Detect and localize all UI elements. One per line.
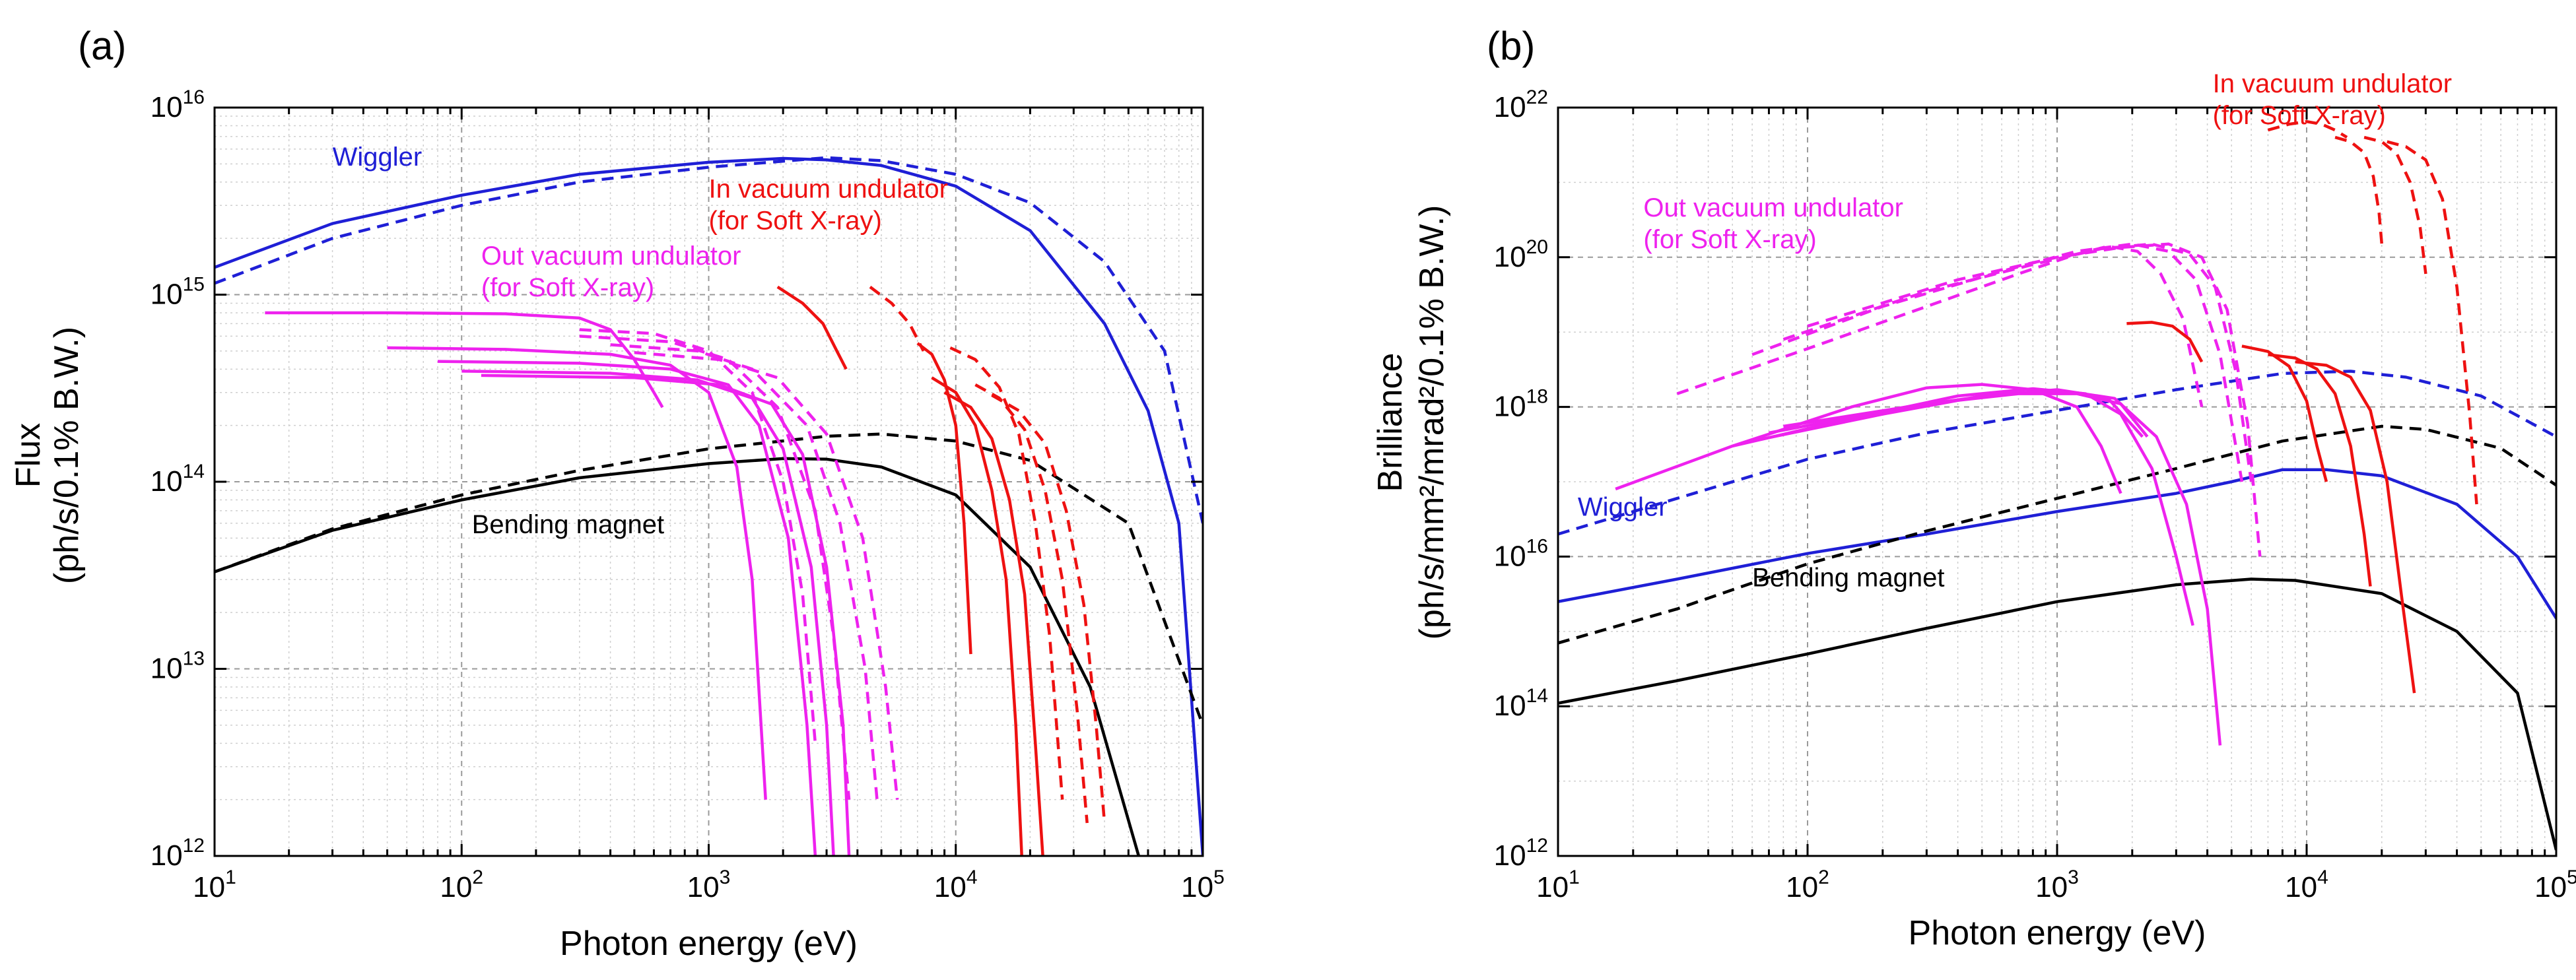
axis-ticks xyxy=(213,106,1204,857)
annotation-label: Out vacuum undulator xyxy=(1643,193,1903,222)
series-line-in-vacuum-solid-3 xyxy=(2268,353,2372,587)
annotation-label-line2: (for Soft X-ray) xyxy=(481,273,654,302)
major-grid xyxy=(215,108,1203,856)
series-line-out-vacuum-dashed-3 xyxy=(1782,242,2253,482)
y-tick-label: 1012 xyxy=(1494,835,1548,872)
series-line-out-vacuum-dashed-2 xyxy=(1751,242,2244,482)
series-line-out-vacuum-solid-5 xyxy=(1783,392,2149,438)
series-line-out-vacuum-dashed-1 xyxy=(1676,244,2204,408)
x-tick-label: 101 xyxy=(193,866,236,903)
panel-label: (a) xyxy=(78,24,126,68)
series-line-bending-magnet-dashed xyxy=(1558,424,2556,645)
series-line-in-vacuum-dashed-4 xyxy=(2387,140,2478,505)
series-line-in-vacuum-solid-1 xyxy=(776,285,848,370)
annotation-label: Out vacuum undulator xyxy=(481,242,741,271)
series-line-in-vacuum-solid-4 xyxy=(2295,360,2416,694)
annotation-label: Bending magnet xyxy=(472,510,664,539)
series-line-in-vacuum-dashed-2 xyxy=(949,346,1064,800)
series-line-in-vacuum-dashed-1 xyxy=(2267,119,2348,139)
x-tick-label: 102 xyxy=(440,866,483,903)
series-line-in-vacuum-solid-2 xyxy=(2241,344,2328,482)
x-tick-label: 105 xyxy=(1181,866,1225,903)
y-tick-label: 1014 xyxy=(1494,685,1548,722)
series-line-wiggler-solid xyxy=(215,156,1203,856)
y-tick-label: 1016 xyxy=(1494,535,1548,572)
y-tick-label: 1020 xyxy=(1494,236,1548,273)
series-line-out-vacuum-solid-1 xyxy=(265,311,664,408)
annotation-label-line2: (for Soft X-ray) xyxy=(1643,225,1816,254)
panel-label: (b) xyxy=(1487,24,1535,68)
series-group xyxy=(1558,119,2556,851)
y-tick-label: 1012 xyxy=(151,835,205,872)
x-tick-label: 103 xyxy=(2035,866,2079,903)
annotation-label-line2: (for Soft X-ray) xyxy=(709,207,882,236)
series-line-in-vacuum-solid-3 xyxy=(931,376,1023,856)
series-line-bending-magnet-solid xyxy=(1558,577,2556,851)
annotation-label-line2: (for Soft X-ray) xyxy=(2213,101,2386,130)
annotation-label: Wiggler xyxy=(1578,493,1668,522)
x-axis-label: Photon energy (eV) xyxy=(1909,914,2206,952)
series-line-out-vacuum-solid-4 xyxy=(461,370,835,856)
x-tick-label: 102 xyxy=(1786,866,1829,903)
series-line-in-vacuum-solid-4 xyxy=(943,391,1044,856)
chart-panel-b: (b) 101 102 103 104 105 1012 1014 1016 1018 1020 10… xyxy=(1371,24,2576,952)
series-line-in-vacuum-dashed-1 xyxy=(869,286,925,352)
series-line-bending-magnet-solid xyxy=(215,457,1140,856)
x-tick-label: 101 xyxy=(1536,866,1580,903)
x-tick-label: 105 xyxy=(2534,866,2576,903)
series-line-out-vacuum-solid-3 xyxy=(437,360,817,856)
series-group xyxy=(215,156,1203,856)
x-tick-label: 103 xyxy=(687,866,731,903)
series-line-in-vacuum-dashed-2 xyxy=(2334,135,2384,244)
series-line-wiggler-solid xyxy=(1558,468,2556,619)
x-axis-label: Photon energy (eV) xyxy=(560,925,858,963)
series-line-out-vacuum-dashed-4 xyxy=(634,351,899,800)
y-axis-label-line2: (ph/s/0.1% B.W.) xyxy=(48,327,86,584)
y-tick-label: 1018 xyxy=(1494,386,1548,423)
series-line-bending-magnet-dashed xyxy=(215,432,1203,726)
series-line-out-vacuum-dashed-4 xyxy=(1807,242,2262,557)
series-line-wiggler-dashed xyxy=(215,156,1203,524)
minor-grid xyxy=(1558,108,2556,856)
series-line-out-vacuum-dashed-1 xyxy=(579,328,817,744)
series-line-out-vacuum-dashed-3 xyxy=(610,343,879,800)
y-axis-label-line1: Flux xyxy=(9,423,48,488)
minor-grid xyxy=(215,108,1203,856)
series-line-out-vacuum-solid-3 xyxy=(1751,388,2222,746)
annotation-label: In vacuum undulator xyxy=(709,175,948,204)
y-tick-label: 1016 xyxy=(151,86,205,123)
series-line-in-vacuum-dashed-4 xyxy=(991,393,1106,824)
chart-panel-a: (a) 101 102 103 104 105 1012 1013 1014 1015 1016 Ph… xyxy=(9,24,1225,963)
y-tick-label: 1014 xyxy=(151,461,205,498)
series-line-wiggler-dashed xyxy=(1558,370,2556,536)
annotation-label: Wiggler xyxy=(333,143,423,172)
annotation-label: Bending magnet xyxy=(1752,564,1944,593)
y-tick-label: 1015 xyxy=(151,274,205,311)
axis-ticks xyxy=(1557,106,2558,857)
y-tick-label: 1013 xyxy=(151,648,205,685)
series-line-in-vacuum-solid-1 xyxy=(2126,321,2204,363)
series-line-out-vacuum-solid-1 xyxy=(1615,383,2122,494)
y-axis-label-line2: (ph/s/mm²/mrad²/0.1% B.W.) xyxy=(1413,205,1451,640)
series-line-in-vacuum-dashed-3 xyxy=(2363,135,2427,275)
x-tick-label: 104 xyxy=(934,866,978,903)
y-axis-label-line1: Brilliance xyxy=(1371,353,1409,492)
series-line-in-vacuum-solid-2 xyxy=(916,342,972,655)
y-tick-label: 1022 xyxy=(1494,86,1548,123)
series-line-out-vacuum-dashed-2 xyxy=(579,335,851,800)
x-tick-label: 104 xyxy=(2285,866,2328,903)
annotation-label: In vacuum undulator xyxy=(2213,69,2452,98)
